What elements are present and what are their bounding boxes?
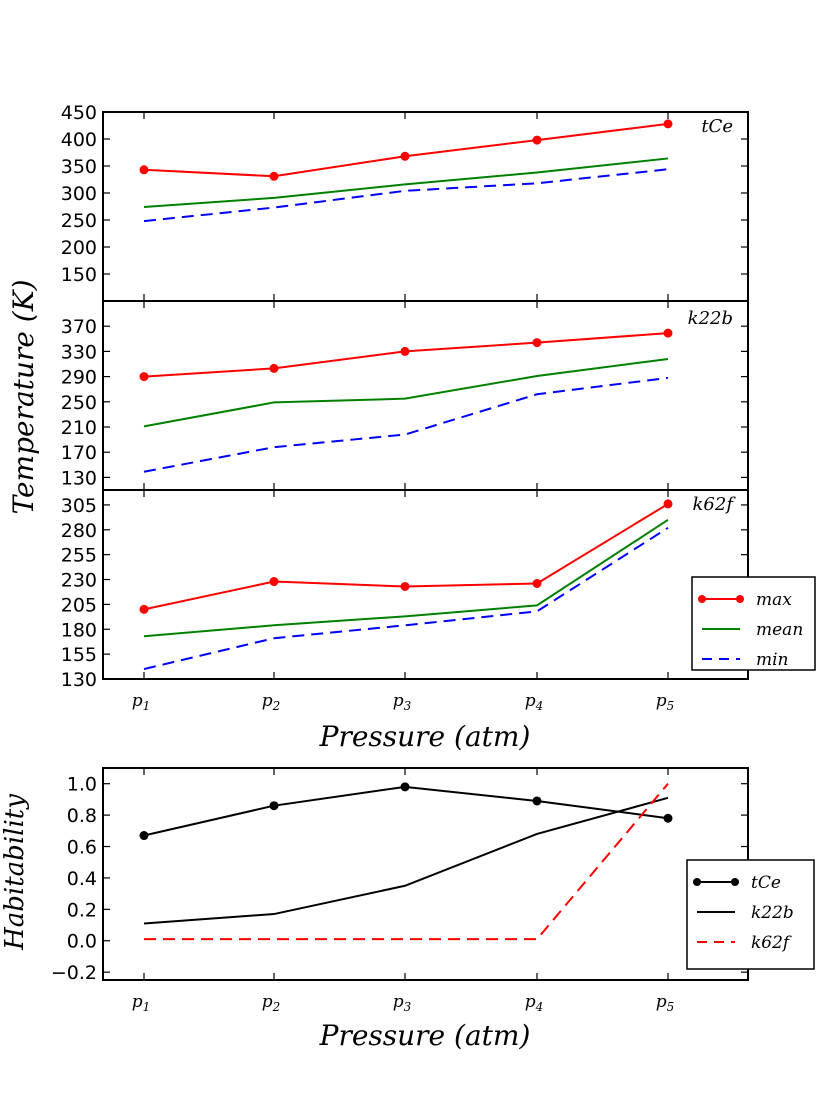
legend-label: k62f: [751, 933, 792, 953]
series-line-max: [143, 122, 669, 178]
series-point-tCe: [139, 831, 149, 841]
y-tick-label: 170: [61, 442, 97, 464]
panel-label: k22b: [688, 308, 733, 329]
x-tick-label: p1: [132, 992, 151, 1014]
y-tick-label: 250: [61, 210, 97, 232]
series-line-min: [143, 526, 669, 671]
series-point-max: [139, 165, 149, 175]
series-point-tCe: [663, 813, 673, 823]
y-tick-label: 230: [61, 570, 97, 592]
legend-label: k22b: [751, 903, 794, 923]
series-point-max: [269, 577, 279, 587]
legend-habitability: tCe k22b k62f: [686, 859, 815, 970]
panel-label: k62f: [693, 494, 737, 515]
y-tick-label: 0.4: [67, 868, 97, 890]
y-tick-label: 350: [61, 156, 97, 178]
legend-label: mean: [756, 620, 803, 640]
axes-frame: [102, 767, 749, 981]
x-tick-label: p5: [656, 691, 675, 713]
series-line-tCe: [143, 785, 669, 837]
y-tick-label: 330: [61, 341, 97, 363]
series-line-mean: [143, 357, 669, 428]
legend-frame: [691, 576, 816, 671]
y-tick-label: 280: [61, 520, 97, 542]
legend-marker: [698, 595, 706, 603]
y-tick-label: 1.0: [67, 774, 97, 796]
series-point-max: [400, 581, 410, 591]
y-tick-label: 210: [61, 417, 97, 439]
legend-marker: [736, 595, 744, 603]
series-point-max: [269, 171, 279, 181]
series-line-mean: [143, 519, 669, 638]
y-tick-label: 450: [61, 102, 97, 124]
y-tick-label: 370: [61, 316, 97, 338]
x-tick-label: p2: [262, 992, 281, 1014]
legend-frame: [686, 859, 815, 970]
series-point-max: [663, 328, 673, 338]
series-point-max: [269, 363, 279, 373]
axes-frame: [102, 489, 749, 680]
y-tick-label: 305: [61, 495, 97, 517]
y-tick-label: 300: [61, 183, 97, 205]
legend-label: min: [756, 650, 789, 670]
series-point-tCe: [400, 782, 410, 792]
y-tick-label: 0.8: [67, 805, 97, 827]
legend-label: tCe: [751, 873, 781, 893]
series-line-k62f: [144, 783, 669, 941]
y-tick-label: 130: [61, 669, 97, 691]
series-point-max: [663, 499, 673, 509]
y-tick-label: 150: [61, 264, 97, 286]
series-point-max: [532, 135, 542, 145]
series-point-max: [663, 119, 673, 129]
series-line-mean: [143, 157, 669, 209]
panel-k22b: 130 170 210 250 290 330 370 k22b: [61, 300, 749, 491]
y-tick-label: 255: [61, 545, 97, 567]
series-line-k22b: [143, 796, 669, 925]
series-point-tCe: [269, 801, 279, 811]
habitability-y-label: Habitability: [0, 794, 30, 951]
y-tick-label: 200: [61, 237, 97, 259]
y-tick-label: 250: [61, 392, 97, 414]
x-tick-label: p1: [132, 691, 151, 713]
legend-marker: [731, 878, 739, 886]
series-line-min: [143, 168, 669, 223]
legend-marker: [693, 878, 701, 886]
series-point-max: [139, 604, 149, 614]
habitability-x-label: Pressure (atm): [319, 1019, 531, 1052]
y-tick-label: −0.2: [51, 962, 97, 984]
temperature-y-label: Temperature (K): [7, 279, 40, 514]
y-tick-label: 0.0: [67, 931, 97, 953]
y-tick-label: 130: [61, 467, 97, 489]
axes-frame: [102, 111, 749, 302]
series-point-max: [400, 151, 410, 161]
x-tick-label: p4: [525, 691, 544, 713]
panel-label: tCe: [701, 116, 733, 137]
series-line-max: [143, 503, 669, 611]
y-tick-label: 205: [61, 594, 97, 616]
x-tick-label: p4: [525, 992, 544, 1014]
temperature-x-label: Pressure (atm): [319, 720, 531, 753]
series-point-tCe: [532, 796, 542, 806]
series-line-min: [143, 376, 669, 473]
series-point-max: [139, 372, 149, 382]
x-tick-label: p3: [393, 992, 412, 1014]
y-tick-label: 155: [61, 644, 97, 666]
panel-tce: 150 200 250 300 350 400 450 tCe: [61, 102, 749, 302]
series-point-max: [400, 346, 410, 356]
x-tick-label: p5: [656, 992, 675, 1014]
x-tick-label: p2: [262, 691, 281, 713]
panel-habitability: −0.2 0.0 0.2 0.4 0.6 0.8 1.0 p1 p2 p3 p4 p5: [51, 767, 749, 1014]
y-tick-label: 0.6: [67, 837, 97, 859]
x-tick-label: p3: [393, 691, 412, 713]
y-tick-label: 290: [61, 367, 97, 389]
y-tick-label: 400: [61, 129, 97, 151]
legend-temperature: max mean min: [691, 576, 816, 671]
series-point-max: [532, 338, 542, 348]
series-point-max: [532, 579, 542, 589]
y-tick-label: 0.2: [67, 899, 97, 921]
legend-label: max: [756, 590, 792, 610]
y-tick-label: 180: [61, 619, 97, 641]
